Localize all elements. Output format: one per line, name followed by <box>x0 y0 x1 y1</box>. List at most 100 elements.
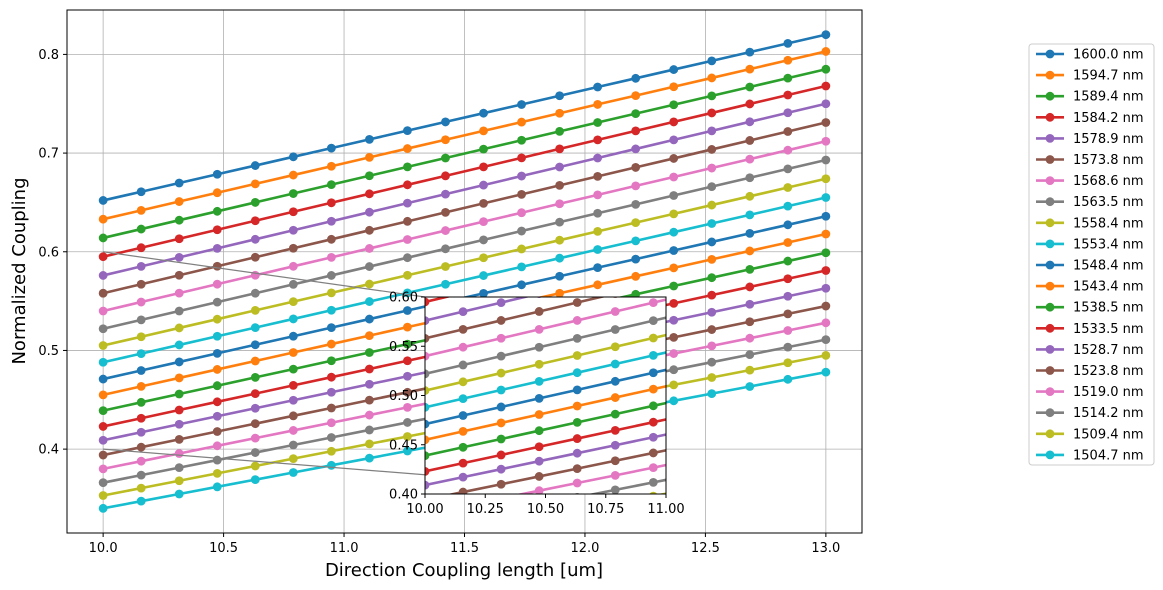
inset-data-point <box>953 172 962 181</box>
inset-data-point <box>915 236 924 245</box>
main-data-point <box>174 489 184 499</box>
inset-data-point <box>877 263 886 272</box>
y-tick-label: 0.5 <box>38 344 59 359</box>
inset-data-point <box>425 466 430 476</box>
main-data-point <box>517 280 526 290</box>
inset-data-point <box>953 245 962 254</box>
main-data-point <box>821 335 831 344</box>
main-data-point <box>250 448 260 457</box>
main-data-point <box>745 382 755 391</box>
main-data-point <box>98 450 108 460</box>
main-data-point <box>441 279 450 289</box>
inset-data-point <box>610 376 620 386</box>
main-data-point <box>631 163 641 172</box>
main-data-point <box>403 339 412 349</box>
inset-data-point <box>425 297 430 307</box>
legend-label: 1504.7 nm <box>1073 448 1144 463</box>
main-data-point <box>669 209 679 219</box>
main-data-point <box>174 288 184 298</box>
main-data-point <box>288 243 298 253</box>
main-data-point <box>631 126 641 136</box>
main-data-point <box>136 427 146 437</box>
inset-series-line <box>516 463 666 494</box>
inset-data-point <box>649 491 658 494</box>
main-data-point <box>631 218 641 228</box>
inset-data-point <box>458 360 468 370</box>
legend-swatch-marker <box>1045 134 1055 143</box>
inset-data-point <box>458 307 468 317</box>
main-data-point <box>174 434 184 444</box>
main-data-point <box>555 271 564 281</box>
inset-data-point <box>991 441 1000 450</box>
legend-item: 1594.7 nm <box>1036 69 1144 84</box>
main-data-point <box>365 453 374 463</box>
inset-data-point <box>953 317 962 326</box>
main-data-point <box>365 171 374 181</box>
main-data-point <box>669 135 679 145</box>
main-data-point <box>783 342 793 352</box>
inset-data-point <box>610 456 620 466</box>
y-tick-label: 0.4 <box>38 443 59 458</box>
legend-item: 1568.6 nm <box>1036 174 1144 189</box>
main-data-point <box>593 208 603 218</box>
main-data-point <box>250 198 260 207</box>
main-data-point <box>783 145 793 155</box>
main-data-point <box>707 307 717 317</box>
legend-label: 1548.4 nm <box>1073 259 1144 274</box>
main-series-8 <box>98 155 831 334</box>
main-data-point <box>136 243 146 253</box>
main-data-point <box>365 153 374 162</box>
main-data-point <box>555 288 564 298</box>
main-data-point <box>517 171 526 181</box>
main-data-point <box>441 226 450 235</box>
legend-label: 1568.6 nm <box>1073 174 1144 189</box>
main-data-point <box>288 454 298 464</box>
y-tick-label: 0.8 <box>38 48 59 63</box>
inset-data-point <box>610 342 620 352</box>
inset-data-point <box>991 410 1000 419</box>
inset-data-point <box>572 434 582 443</box>
main-data-point <box>669 82 679 92</box>
inset-y-ticks: 0.40 0.45 0.50 0.55 0.60 <box>389 291 425 503</box>
main-data-point <box>593 172 603 181</box>
main-data-point <box>631 236 641 246</box>
legend-item: 1563.5 nm <box>1036 195 1144 210</box>
main-data-point <box>365 297 374 306</box>
main-data-point <box>745 365 755 375</box>
inset-data-point <box>458 442 468 452</box>
main-data-point <box>136 413 146 423</box>
inset-data-point <box>496 434 506 444</box>
inset-y-tick-label: 0.55 <box>389 340 418 355</box>
main-data-point <box>212 314 222 324</box>
x-tick-label: 10.0 <box>89 541 118 556</box>
main-data-point <box>288 426 298 435</box>
main-data-point <box>288 468 298 477</box>
main-data-point <box>288 189 298 198</box>
legend-swatch-marker <box>1045 197 1055 207</box>
main-data-point <box>783 55 793 65</box>
main-data-point <box>555 162 564 172</box>
legend-swatch-marker <box>1045 323 1055 333</box>
inset-series-10 <box>425 350 666 412</box>
main-data-point <box>441 135 450 145</box>
connector-line <box>103 251 426 298</box>
inset-data-point <box>534 472 544 481</box>
main-data-point <box>98 196 108 205</box>
inset-data-point <box>458 487 468 494</box>
main-data-point <box>783 201 793 211</box>
legend-item: 1589.4 nm <box>1036 90 1144 105</box>
inset-data-point <box>610 425 620 435</box>
inset-y-tick-label: 0.45 <box>389 438 418 453</box>
inset-data-point <box>610 485 620 494</box>
main-data-point <box>365 425 374 435</box>
inset-data-point <box>610 307 620 316</box>
main-data-point <box>707 182 717 192</box>
inset-data-point <box>953 449 962 458</box>
main-data-point <box>783 73 793 83</box>
main-data-point <box>98 503 108 513</box>
main-data-point <box>98 491 108 500</box>
x-tick-label: 13.0 <box>811 541 840 556</box>
main-data-point <box>403 216 412 226</box>
main-data-point <box>250 179 260 189</box>
